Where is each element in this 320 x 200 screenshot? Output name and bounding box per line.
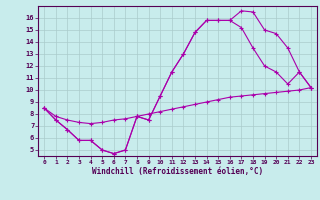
X-axis label: Windchill (Refroidissement éolien,°C): Windchill (Refroidissement éolien,°C)	[92, 167, 263, 176]
